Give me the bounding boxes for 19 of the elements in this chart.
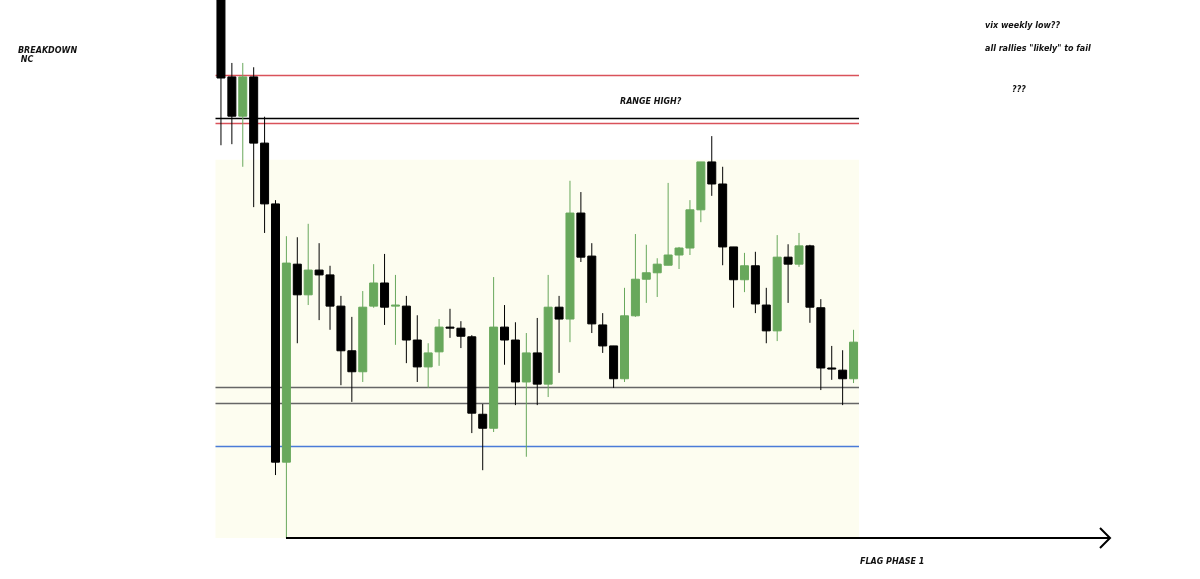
candlestick	[707, 135, 717, 197]
candlestick	[641, 244, 651, 304]
text: all rallies "likely" to fail	[985, 44, 1091, 53]
candlestick	[369, 263, 379, 309]
candlestick	[500, 304, 510, 366]
candlestick	[739, 252, 749, 293]
text: FLAG PHASE 1	[860, 557, 925, 566]
candlestick	[827, 345, 837, 381]
candlestick	[838, 349, 848, 406]
annotation: RANGE HIGH?	[620, 97, 682, 106]
text: BREAKDOWN NC	[18, 46, 78, 64]
candlestick	[554, 295, 564, 374]
candlestick	[783, 243, 793, 304]
candlestick	[598, 312, 608, 354]
candlestick	[794, 232, 804, 268]
candlestick	[478, 403, 488, 471]
text: ???	[1012, 85, 1027, 94]
text: vix weekly low??	[985, 21, 1061, 30]
candlestick	[390, 274, 400, 346]
